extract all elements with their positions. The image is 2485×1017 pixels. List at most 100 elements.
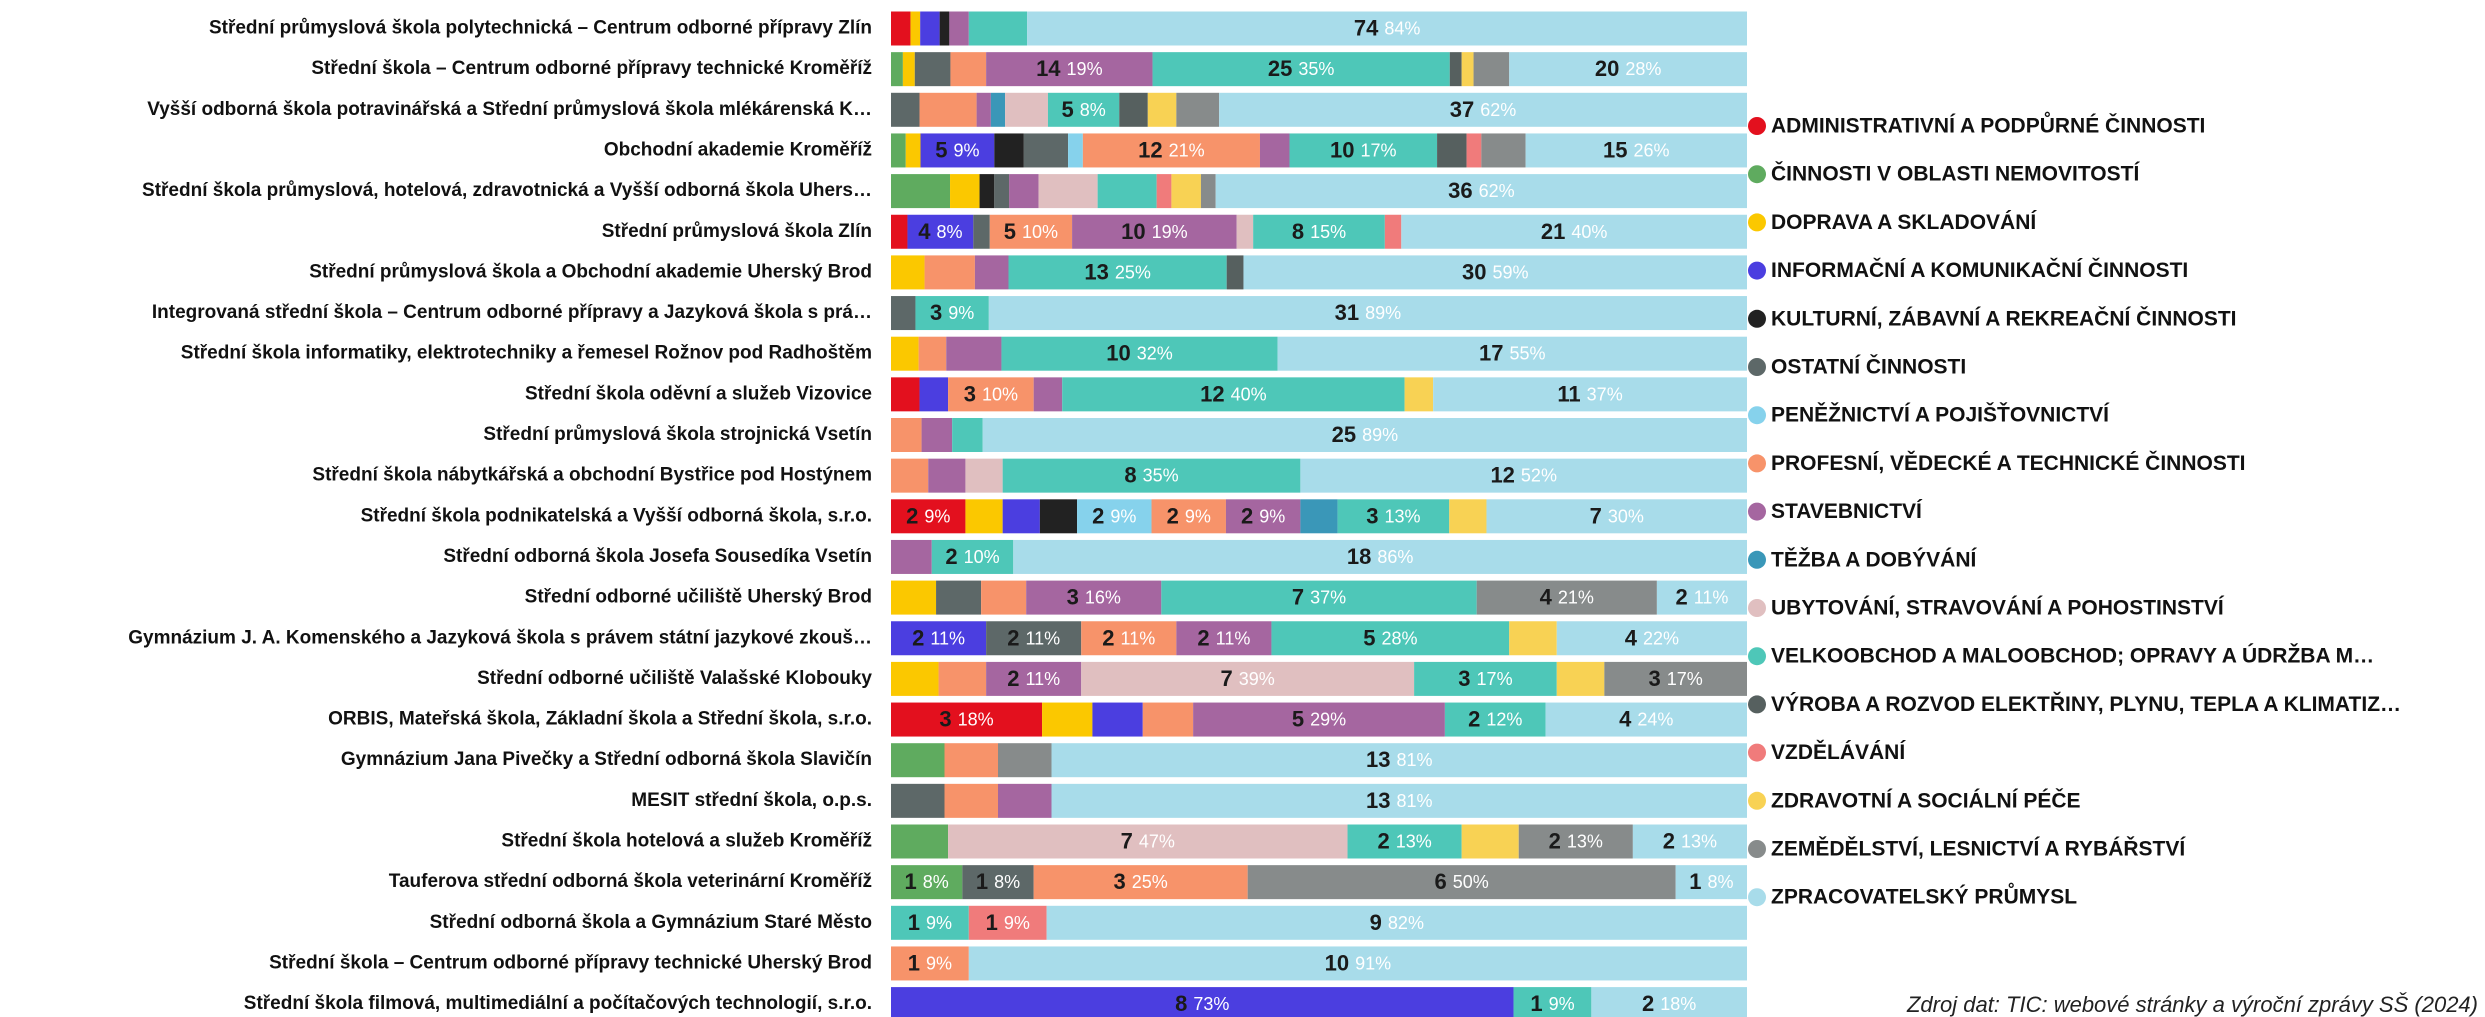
segment-count: 3	[1458, 666, 1470, 691]
bar-segment	[891, 661, 939, 696]
bar-segment	[1046, 905, 1747, 940]
segment-label: 4 21%	[1540, 584, 1594, 609]
segment-share: 9%	[1185, 506, 1211, 526]
segment-share: 10%	[1022, 222, 1058, 242]
segment-count: 7	[1292, 584, 1304, 609]
legend-label: INFORMAČNÍ A KOMUNIKAČNÍ ČINNOSTI	[1771, 258, 2188, 282]
bar-segment	[936, 580, 982, 615]
bar-segment	[1347, 824, 1462, 859]
bar-segment	[1591, 987, 1747, 1017]
segment-label: 3 18%	[939, 706, 993, 731]
row-label: MESIT střední škola, o.p.s.	[631, 790, 872, 811]
segment-share: 11%	[930, 628, 965, 648]
bar-segment	[1466, 133, 1482, 168]
bar-segment	[1152, 52, 1450, 87]
legend-marker	[1748, 502, 1766, 521]
segment-share: 28%	[1625, 59, 1661, 79]
segment-count: 2	[906, 503, 918, 528]
segment-share: 11%	[1121, 628, 1156, 648]
bar-segment	[891, 92, 920, 127]
segment-share: 62%	[1479, 181, 1515, 201]
segment-label: 2 9%	[1092, 503, 1136, 528]
segment-label: 10 32%	[1106, 341, 1173, 366]
bar-segment	[1243, 255, 1747, 290]
bar-segment	[1013, 539, 1747, 574]
segment-count: 1	[908, 950, 920, 975]
segment-label: 4 22%	[1625, 625, 1679, 650]
segment-label: 17 55%	[1479, 341, 1546, 366]
bar-segment	[986, 621, 1082, 656]
legend-label: VZDĚLÁVÁNÍ	[1771, 740, 1906, 764]
bar-segment	[1401, 214, 1747, 249]
segment-share: 84%	[1384, 18, 1420, 38]
bar-segment	[1226, 255, 1244, 290]
segment-share: 35%	[1143, 465, 1179, 485]
bar-segment	[976, 92, 991, 127]
segment-share: 9%	[926, 953, 952, 973]
legend-marker	[1748, 261, 1766, 280]
segment-count: 3	[1366, 503, 1378, 528]
segment-label: 2 11%	[1102, 625, 1155, 650]
segment-count: 10	[1325, 950, 1349, 975]
bar-segment	[1404, 377, 1434, 412]
segment-label: 10 19%	[1121, 219, 1188, 244]
segment-share: 13%	[1385, 506, 1421, 526]
bar-segment	[982, 418, 1747, 452]
bar-segment	[1077, 499, 1152, 534]
segment-share: 29%	[1310, 709, 1346, 729]
bar-segment	[1147, 92, 1177, 127]
bar-segment	[1002, 499, 1040, 534]
segment-share: 32%	[1137, 343, 1173, 363]
segment-share: 12%	[1486, 709, 1522, 729]
segment-label: 5 29%	[1292, 706, 1346, 731]
segment-count: 6	[1435, 869, 1447, 894]
bar-segment	[1092, 702, 1143, 737]
segment-count: 2	[1167, 503, 1179, 528]
legend-label: PENĚŽNICTVÍ A POJIŠŤOVNICTVÍ	[1771, 403, 2110, 427]
segment-share: 9%	[1549, 994, 1575, 1014]
segment-label: 2 13%	[1663, 828, 1717, 853]
segment-share: 86%	[1377, 547, 1413, 567]
bar-segment	[1051, 743, 1747, 778]
bar-segment	[979, 174, 995, 209]
row-label: Střední škola oděvní a služeb Vizovice	[525, 383, 872, 404]
segment-label: 11 37%	[1557, 381, 1622, 406]
segment-label: 74 84%	[1354, 15, 1421, 40]
bar-segment	[1545, 702, 1747, 737]
segment-count: 3	[930, 300, 942, 325]
segment-label: 1 9%	[1530, 991, 1574, 1016]
segment-count: 2	[1675, 584, 1687, 609]
segment-count: 1	[976, 869, 988, 894]
bar-segment	[1068, 133, 1083, 168]
segment-label: 15 26%	[1603, 137, 1670, 162]
legend-label: STAVEBNICTVÍ	[1771, 500, 1923, 523]
segment-count: 31	[1335, 300, 1359, 325]
legend-label: VÝROBA A ROZVOD ELEKTŘINY, PLYNU, TEPLA …	[1771, 692, 2401, 716]
segment-label: 4 8%	[918, 219, 962, 244]
segment-share: 8%	[1707, 872, 1733, 892]
bar-segment	[1481, 133, 1526, 168]
segment-count: 25	[1332, 422, 1356, 447]
bar-segment	[1156, 174, 1172, 209]
bar-segment	[1247, 865, 1676, 900]
segment-label: 2 11%	[1007, 666, 1060, 691]
segment-label: 2 18%	[1642, 991, 1696, 1016]
segment-count: 5	[1061, 97, 1073, 122]
bar-segment	[986, 52, 1153, 87]
bar-segment	[1193, 702, 1445, 737]
segment-label: 7 39%	[1221, 666, 1275, 691]
bar-segment	[891, 905, 969, 940]
segment-share: 9%	[954, 140, 980, 160]
bar-segment	[1509, 621, 1557, 656]
legend-marker	[1748, 599, 1766, 617]
legend-marker	[1748, 550, 1766, 569]
bar-segment	[1632, 824, 1747, 859]
segment-share: 10%	[982, 384, 1018, 404]
segment-share: 24%	[1637, 709, 1673, 729]
bar-segment	[948, 377, 1034, 412]
segment-share: 40%	[1231, 384, 1267, 404]
bar-segment	[920, 133, 995, 168]
segment-count: 10	[1330, 137, 1354, 162]
bar-segment	[948, 824, 1348, 859]
segment-label: 5 9%	[935, 137, 979, 162]
